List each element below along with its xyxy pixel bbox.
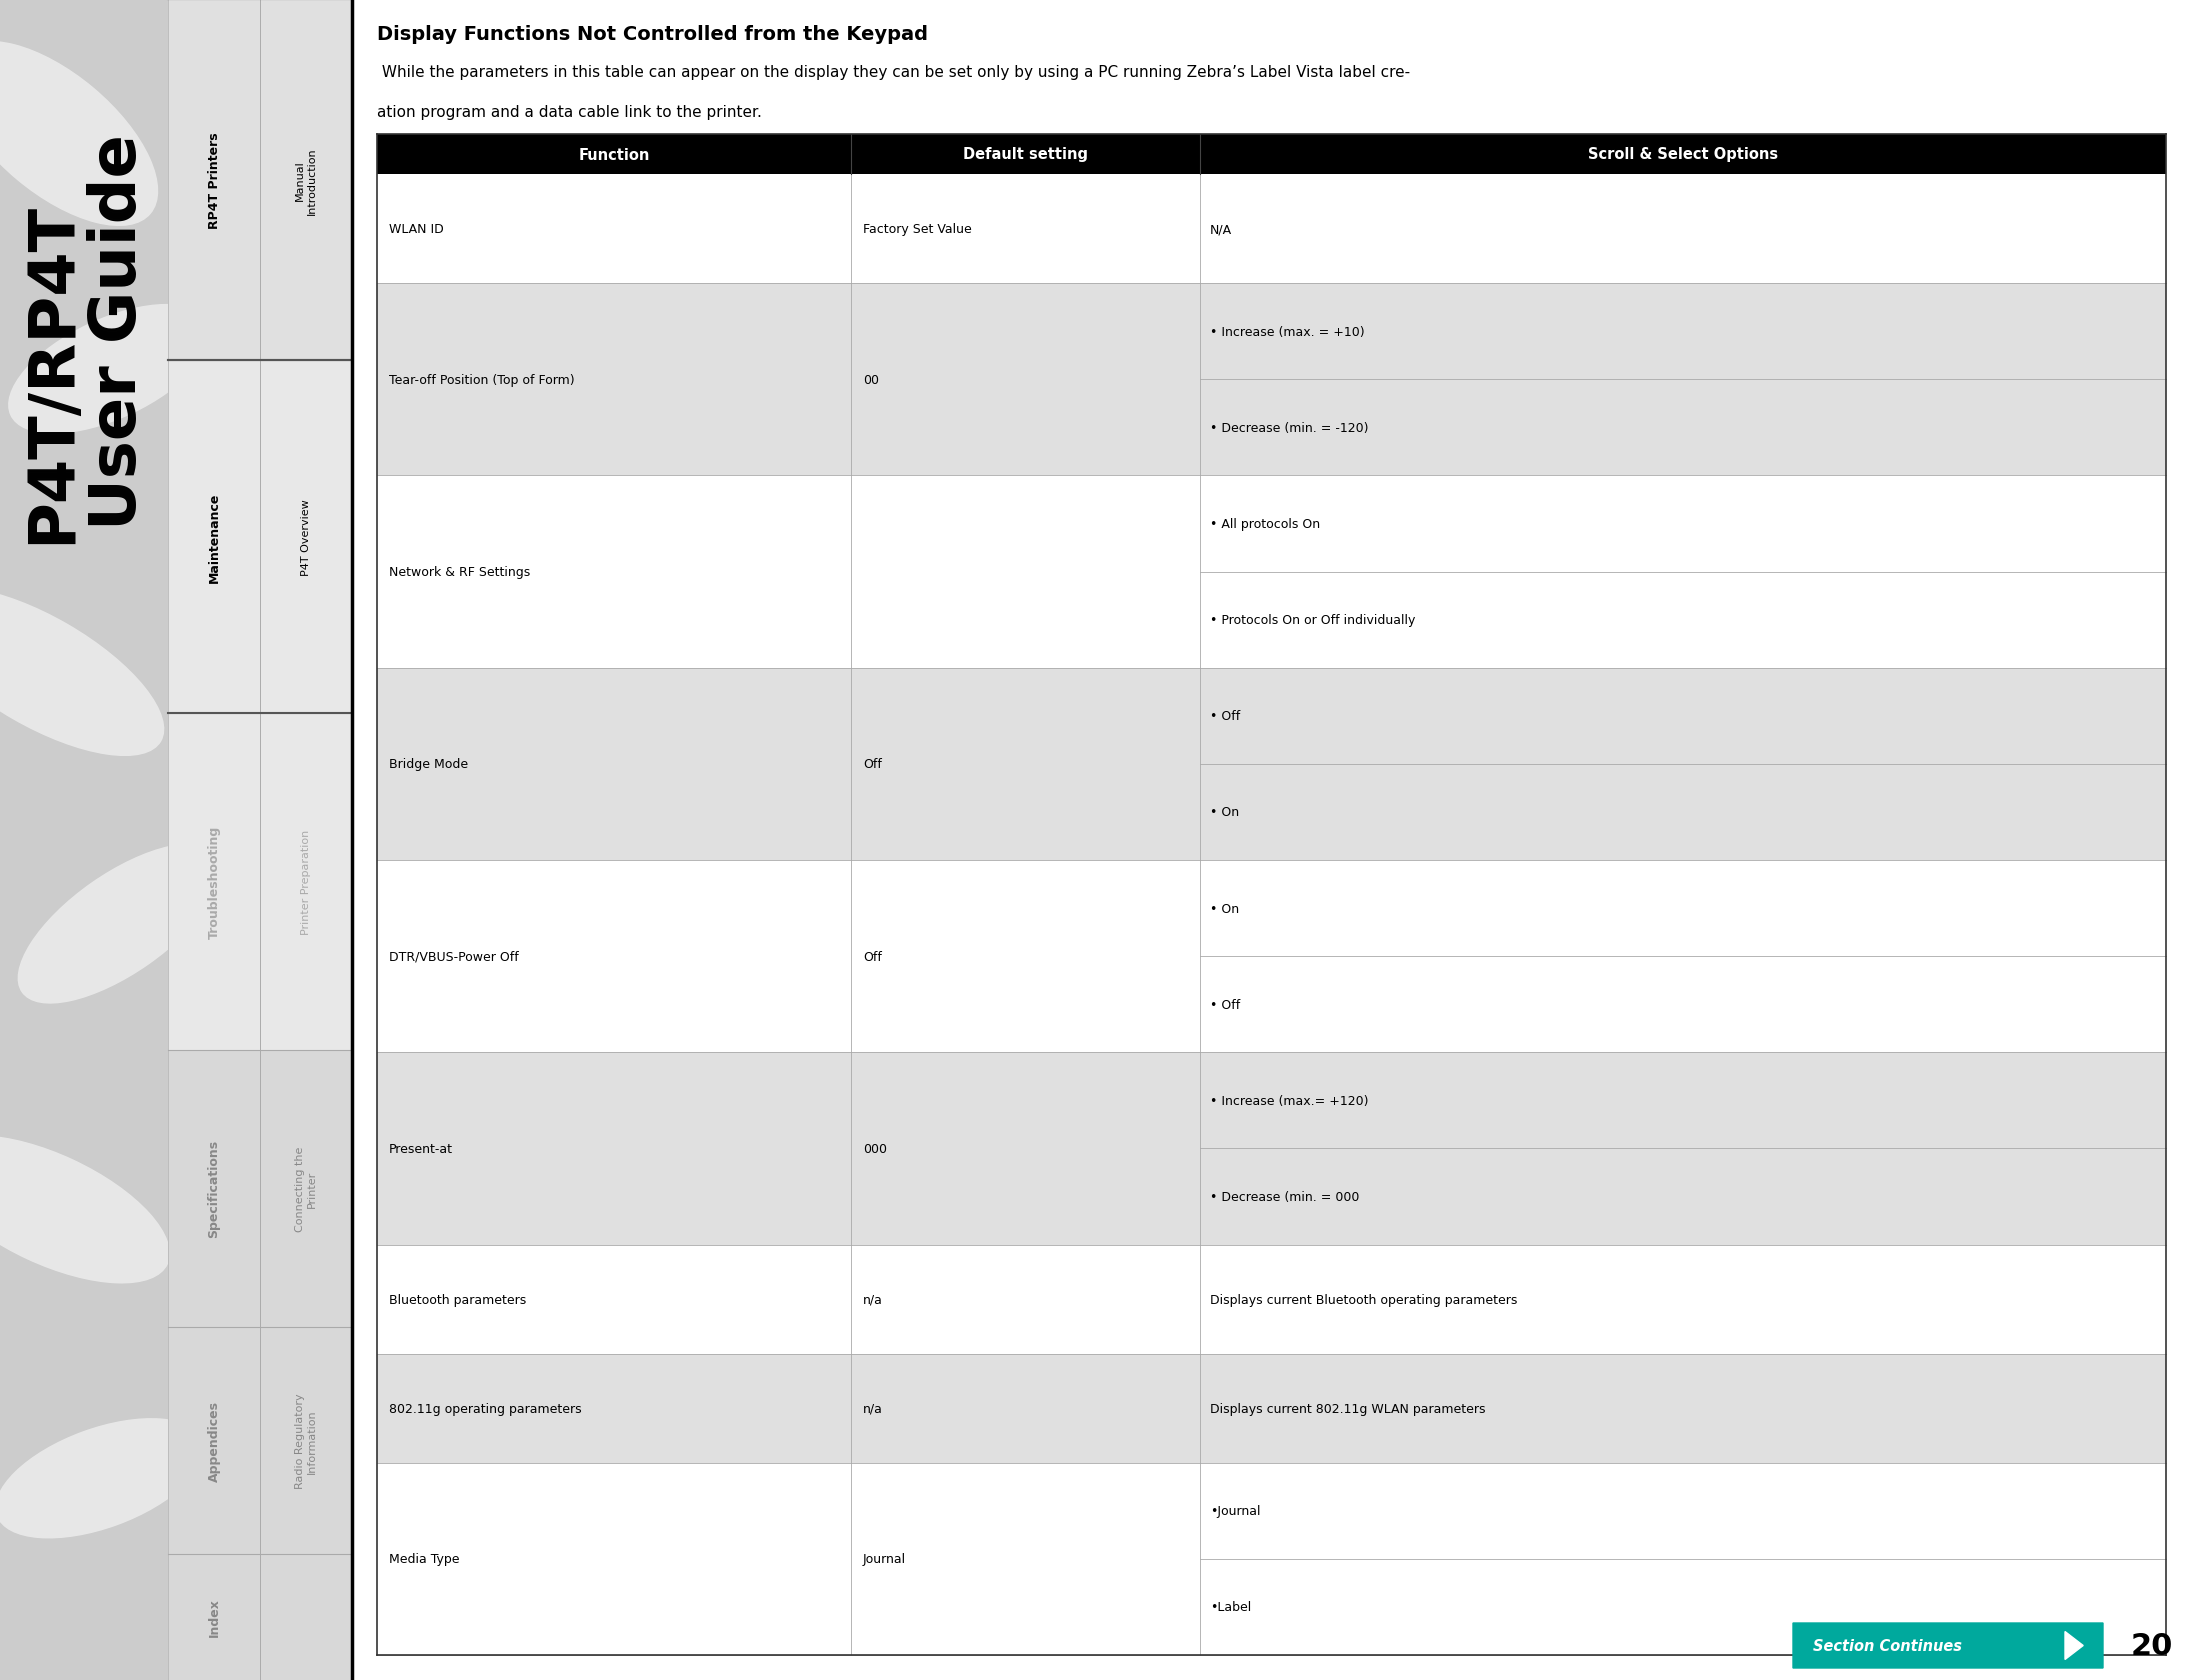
Bar <box>168 1050 260 1327</box>
Bar <box>376 1463 2166 1655</box>
Bar <box>376 134 2166 175</box>
Text: Off: Off <box>862 949 882 963</box>
Ellipse shape <box>0 1418 206 1539</box>
Text: P4T Overview: P4T Overview <box>302 499 311 576</box>
Text: Bluetooth parameters: Bluetooth parameters <box>389 1294 527 1305</box>
Text: User Guide: User Guide <box>88 134 149 529</box>
Bar <box>260 1050 352 1327</box>
Bar <box>376 669 2166 860</box>
Text: Network & RF Settings: Network & RF Settings <box>389 566 529 578</box>
Text: • Off: • Off <box>1210 998 1241 1011</box>
Bar <box>168 361 260 714</box>
Polygon shape <box>2065 1631 2083 1660</box>
Text: Display Functions Not Controlled from the Keypad: Display Functions Not Controlled from th… <box>376 25 928 44</box>
Text: • On: • On <box>1210 806 1238 818</box>
Text: • All protocols On: • All protocols On <box>1210 517 1319 531</box>
Text: P4T/RP4T: P4T/RP4T <box>22 202 83 544</box>
Bar <box>376 475 2166 669</box>
Text: 802.11g operating parameters: 802.11g operating parameters <box>389 1401 582 1415</box>
Text: Journal: Journal <box>862 1552 906 1566</box>
Text: Factory Set Value: Factory Set Value <box>862 223 971 235</box>
Bar <box>168 714 260 1050</box>
Text: • Decrease (min. = 000: • Decrease (min. = 000 <box>1210 1189 1359 1203</box>
Bar <box>260 0 352 361</box>
Text: Present-at: Present-at <box>389 1142 453 1156</box>
Text: Connecting the
Printer: Connecting the Printer <box>295 1146 317 1231</box>
Text: 000: 000 <box>862 1142 886 1156</box>
Ellipse shape <box>18 843 223 1005</box>
Text: •Journal: •Journal <box>1210 1504 1260 1517</box>
Text: Displays current Bluetooth operating parameters: Displays current Bluetooth operating par… <box>1210 1294 1516 1305</box>
Bar <box>0 0 168 1680</box>
Bar <box>260 361 352 714</box>
Text: • Protocols On or Off individually: • Protocols On or Off individually <box>1210 613 1416 627</box>
Text: n/a: n/a <box>862 1294 884 1305</box>
Text: •Label: •Label <box>1210 1601 1252 1613</box>
Bar <box>168 1554 260 1680</box>
Bar <box>376 1354 2166 1463</box>
Bar <box>260 1327 352 1554</box>
Text: N/A: N/A <box>1210 223 1232 235</box>
Bar <box>376 284 2166 475</box>
Bar <box>376 1245 2166 1354</box>
Text: Tear-off Position (Top of Form): Tear-off Position (Top of Form) <box>389 373 575 386</box>
Bar <box>376 175 2166 284</box>
Text: Index: Index <box>208 1598 221 1636</box>
Ellipse shape <box>0 588 164 756</box>
Text: Manual
Introduction: Manual Introduction <box>295 146 317 215</box>
Bar <box>168 0 260 361</box>
Ellipse shape <box>9 304 212 435</box>
Text: Default setting: Default setting <box>963 148 1087 163</box>
Text: 20: 20 <box>2131 1631 2173 1660</box>
Text: Specifications: Specifications <box>208 1139 221 1238</box>
Text: • Decrease (min. = -120): • Decrease (min. = -120) <box>1210 422 1368 435</box>
Text: Off: Off <box>862 758 882 771</box>
Bar <box>260 714 352 1050</box>
Text: Radio Regulatory
Information: Radio Regulatory Information <box>295 1393 317 1488</box>
Text: 00: 00 <box>862 373 880 386</box>
Text: • On: • On <box>1210 902 1238 916</box>
Text: Printer Preparation: Printer Preparation <box>302 830 311 934</box>
Ellipse shape <box>0 1136 171 1284</box>
Text: Displays current 802.11g WLAN parameters: Displays current 802.11g WLAN parameters <box>1210 1401 1486 1415</box>
Bar <box>260 1554 352 1680</box>
Text: Function: Function <box>578 148 650 163</box>
Text: n/a: n/a <box>862 1401 884 1415</box>
Text: ation program and a data cable link to the printer.: ation program and a data cable link to t… <box>376 104 761 119</box>
Text: Scroll & Select Options: Scroll & Select Options <box>1588 148 1779 163</box>
Text: WLAN ID: WLAN ID <box>389 223 444 235</box>
Text: Appendices: Appendices <box>208 1399 221 1482</box>
Text: RP4T Printers: RP4T Printers <box>208 133 221 228</box>
Text: Section Continues: Section Continues <box>1814 1638 1963 1653</box>
Text: Media Type: Media Type <box>389 1552 459 1566</box>
Text: • Off: • Off <box>1210 711 1241 722</box>
Bar <box>376 860 2166 1053</box>
Ellipse shape <box>0 42 158 227</box>
FancyBboxPatch shape <box>1792 1623 2103 1668</box>
Text: While the parameters in this table can appear on the display they can be set onl: While the parameters in this table can a… <box>376 66 1409 81</box>
Bar <box>376 1053 2166 1245</box>
Text: DTR/VBUS-Power Off: DTR/VBUS-Power Off <box>389 949 519 963</box>
Text: • Increase (max.= +120): • Increase (max.= +120) <box>1210 1094 1368 1107</box>
Text: • Increase (max. = +10): • Increase (max. = +10) <box>1210 326 1365 338</box>
Text: Maintenance: Maintenance <box>208 492 221 583</box>
Text: Bridge Mode: Bridge Mode <box>389 758 468 771</box>
Bar <box>168 1327 260 1554</box>
Text: Troubleshooting: Troubleshooting <box>208 825 221 939</box>
